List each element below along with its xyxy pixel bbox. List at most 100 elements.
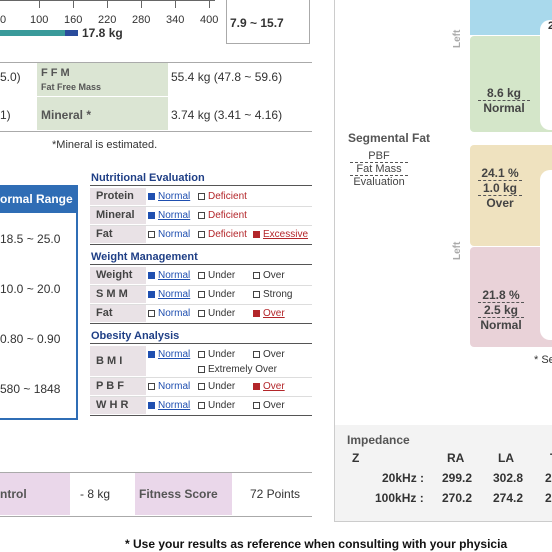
option: Under — [198, 381, 235, 392]
section-rule — [90, 343, 312, 344]
value: - 8 kg — [80, 487, 111, 501]
eval: Over — [486, 196, 514, 210]
composition — [0, 62, 312, 132]
row-label: 100kHz : — [375, 491, 424, 505]
option-text: Over — [263, 270, 285, 281]
checkbox — [148, 383, 155, 390]
checkbox — [198, 383, 205, 390]
option-text: Over — [263, 349, 285, 360]
option: Normal — [148, 210, 190, 221]
range-box — [226, 0, 310, 44]
checkbox — [198, 193, 205, 200]
range-value: 10.0 ~ 20.0 — [0, 282, 61, 296]
mineral-cell — [37, 97, 168, 130]
tick-mark — [209, 0, 210, 8]
eval: Normal — [483, 101, 525, 115]
imp-value: 299.2 — [442, 471, 473, 485]
impedance-title: Impedance — [347, 433, 410, 447]
col-head: LA — [498, 451, 514, 465]
option: Under — [198, 349, 235, 360]
row-rule — [90, 415, 312, 416]
segment-box — [470, 36, 552, 132]
option-text: Normal — [158, 400, 191, 411]
z: Z — [352, 451, 360, 465]
option-text: Excessive — [263, 229, 309, 240]
sublabel: Fat Free Mass — [41, 82, 102, 92]
option-text: Deficient — [208, 191, 247, 202]
option: Strong — [253, 289, 292, 300]
tick-mark — [107, 0, 108, 8]
row-rule — [90, 377, 312, 378]
option: Normal — [148, 381, 190, 392]
option: Excessive — [253, 229, 308, 240]
checkbox — [253, 272, 260, 279]
body — [540, 20, 552, 130]
checkbox — [253, 402, 260, 409]
value: 3.74 kg (3.41 ~ 4.16) — [171, 108, 283, 122]
tick-label: 160 — [64, 14, 83, 26]
row-rule — [90, 206, 312, 207]
option: Normal — [148, 308, 190, 319]
checkbox — [148, 291, 155, 298]
option-text: Under — [208, 308, 236, 319]
scale-value: 17.8 kg — [82, 26, 123, 40]
range-value: 0.80 ~ 0.90 — [0, 332, 61, 346]
segment-panel — [334, 0, 552, 522]
checkbox — [253, 231, 260, 238]
option: Normal — [148, 229, 190, 240]
row-label: Protein — [90, 188, 146, 205]
tick-label: 280 — [132, 14, 151, 26]
row-rule — [90, 285, 312, 286]
option: Normal — [148, 270, 190, 281]
label: Fitness Score — [139, 487, 218, 501]
mass: 1.0 kg — [478, 181, 522, 196]
option-text: Under — [208, 270, 236, 281]
tick-mark — [73, 0, 74, 8]
checkbox — [198, 212, 205, 219]
row-label: W H R — [90, 397, 146, 414]
side: Left — [452, 241, 463, 260]
checkbox — [198, 366, 205, 373]
option: Under — [198, 308, 235, 319]
option-text: Strong — [263, 289, 293, 300]
option-text: Deficient — [208, 210, 247, 221]
checkbox — [198, 351, 205, 358]
option: Under — [198, 270, 235, 281]
row-label: P B F — [90, 378, 146, 395]
option: Normal — [148, 400, 190, 411]
label: ntrol — [0, 487, 27, 501]
option: Under — [198, 289, 235, 300]
segment-values: 8.6 kg Normal — [478, 86, 530, 115]
option-text: Normal — [158, 381, 191, 392]
ffm-cell — [37, 63, 168, 96]
option: Over — [253, 381, 285, 392]
pbf: 21.8 % — [478, 288, 524, 303]
option: Over — [253, 308, 285, 319]
option-text: Over — [263, 400, 285, 411]
option: Normal — [148, 289, 190, 300]
segment-values: 24.1 % 1.0 kg Over — [478, 166, 522, 210]
section-title: Obesity Analysis — [91, 330, 180, 342]
checkbox — [198, 291, 205, 298]
legend-item: Fat Mass — [350, 163, 408, 176]
row-label: B M I — [90, 346, 146, 376]
option-text: Normal — [158, 289, 191, 300]
tick-mark — [141, 0, 142, 8]
checkbox — [148, 402, 155, 409]
checkbox — [148, 212, 155, 219]
side: Left — [452, 29, 463, 48]
note: * Se — [534, 354, 552, 366]
section-title: Nutritional Evaluation — [91, 172, 205, 184]
tick-label: 400 — [200, 14, 219, 26]
cut: 5.0) — [0, 70, 21, 84]
option-text: Under — [208, 400, 236, 411]
checkbox — [148, 351, 155, 358]
bottom-row — [0, 472, 312, 517]
option-text: Normal — [158, 229, 191, 240]
tick-mark — [175, 0, 176, 8]
checkbox — [148, 231, 155, 238]
checkbox — [148, 272, 155, 279]
row-rule — [90, 244, 312, 245]
cell — [0, 473, 70, 515]
tick-label: 0 — [0, 14, 7, 26]
